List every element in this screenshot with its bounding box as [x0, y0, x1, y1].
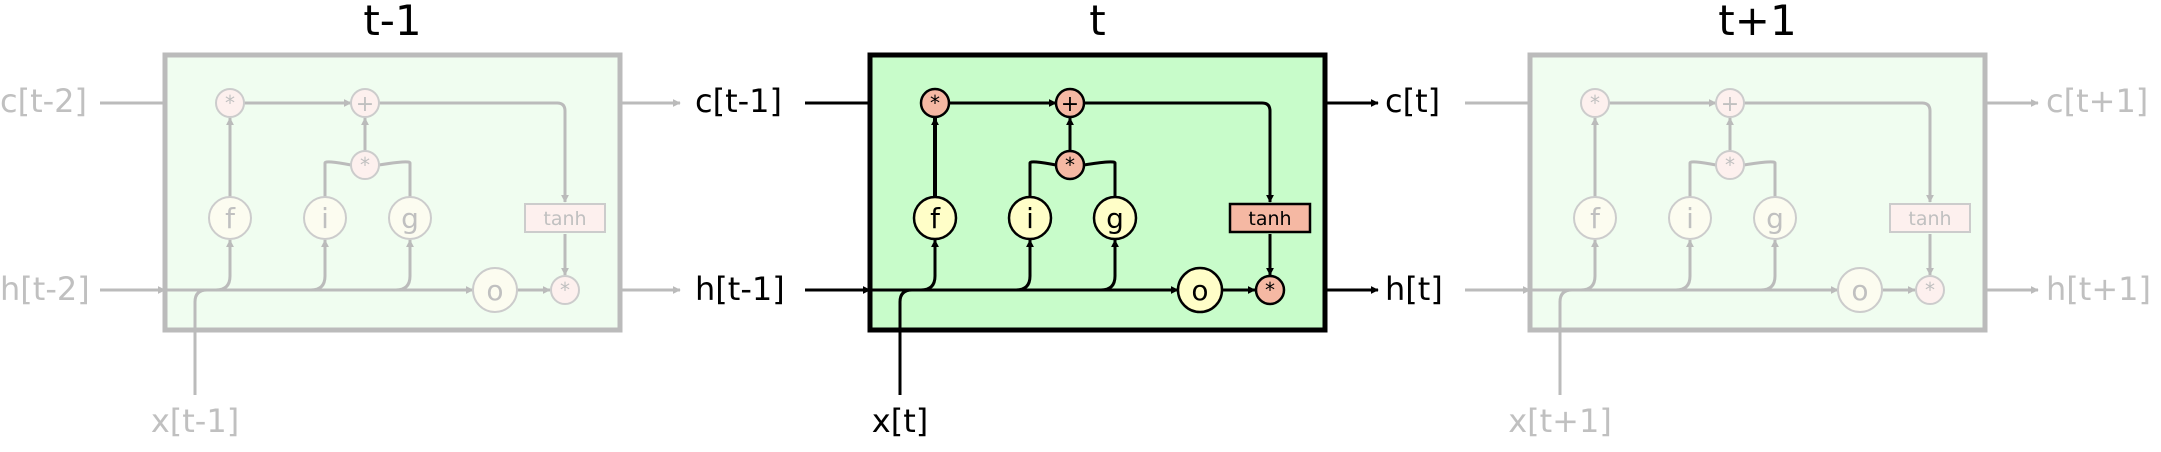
h-input-label-1: h[t-1]	[695, 270, 785, 308]
hidden-mul-op	[1254, 274, 1286, 306]
output-gate-label: o	[486, 274, 503, 307]
tanh-box	[1889, 203, 1971, 233]
cell-title: t	[1089, 0, 1105, 45]
h-branch-line-1	[1675, 239, 1694, 292]
cell-add-op-label: +	[1061, 92, 1079, 117]
c-output-label-1: c[t]	[1385, 82, 1440, 120]
output-gate-label: o	[1191, 274, 1208, 307]
forget-gate	[208, 196, 252, 240]
tanh-box	[524, 203, 606, 233]
input-gate-label: i	[1026, 202, 1034, 235]
hidden-mul-op-label: *	[560, 278, 570, 302]
x-input-label: x[t]	[872, 402, 928, 440]
h-branch-line-1	[1015, 239, 1034, 292]
cell-add-op-label: +	[356, 92, 374, 117]
forget-mul-op-label: *	[1590, 91, 1600, 115]
output-gate-label: o	[1851, 274, 1868, 307]
input-mul-op	[1715, 150, 1745, 180]
input-to-mul-line	[323, 160, 352, 198]
forget-mul-op-label: *	[930, 91, 940, 115]
cell-add-op	[1054, 87, 1086, 119]
candidate-gate	[1092, 195, 1138, 241]
input-mul-op-label: *	[360, 153, 370, 177]
c-to-tanh-line	[1084, 101, 1274, 203]
c-input-label-1: c[t-1]	[695, 82, 782, 120]
forget-mul-op	[1580, 88, 1610, 118]
tanh-label: tanh	[1248, 208, 1291, 230]
h-output-label-1: h[t]	[1385, 270, 1443, 308]
h-output-label-2: h[t+1]	[2046, 270, 2151, 308]
forget-mul-op-label: *	[225, 91, 235, 115]
candidate-to-mul-line	[1743, 160, 1777, 198]
hidden-mul-op-label: *	[1265, 278, 1275, 302]
candidate-gate	[388, 196, 432, 240]
h-input-label-0: h[t-2]	[0, 270, 90, 308]
h-branch-line-2	[1100, 239, 1119, 292]
candidate-gate-label: g	[1766, 202, 1784, 235]
candidate-gate-label: g	[401, 202, 419, 235]
h-branch-line-0	[215, 239, 234, 292]
h-branch-line-0	[1580, 239, 1599, 292]
output-gate	[1837, 267, 1883, 313]
h-branch-line-0	[920, 239, 939, 292]
forget-gate	[1573, 196, 1617, 240]
x-input-line	[193, 288, 208, 395]
forget-gate-label: f	[225, 202, 236, 235]
cell-add-op	[1715, 88, 1745, 118]
tanh-label: tanh	[543, 208, 586, 230]
input-mul-op	[1054, 149, 1086, 181]
candidate-gate-label: g	[1106, 202, 1124, 235]
h-branch-line-2	[1760, 239, 1779, 292]
c-to-tanh-line	[1744, 101, 1934, 203]
tanh-label: tanh	[1908, 208, 1951, 230]
forget-mul-op	[215, 88, 245, 118]
input-mul-op-label: *	[1725, 153, 1735, 177]
c-to-tanh-line	[379, 101, 569, 203]
h-branch-line-2	[395, 239, 414, 292]
input-to-mul-line	[1028, 160, 1057, 198]
candidate-gate	[1753, 196, 1797, 240]
lstm-cell-1: t * + * * f i g o tanh x[t]	[867, 0, 1328, 440]
forget-gate-label: f	[1590, 202, 1601, 235]
input-gate	[1007, 195, 1053, 241]
c-output-label-2: c[t+1]	[2046, 82, 2148, 120]
input-gate-label: i	[321, 202, 329, 235]
output-gate	[472, 267, 518, 313]
input-gate-label: i	[1686, 202, 1694, 235]
h-branch-line-1	[310, 239, 329, 292]
forget-mul-op	[919, 87, 951, 119]
input-to-mul-line	[1688, 160, 1717, 198]
forget-gate	[912, 195, 958, 241]
input-mul-op	[350, 150, 380, 180]
input-gate	[303, 196, 347, 240]
output-gate	[1176, 266, 1224, 314]
x-input-label: x[t+1]	[1508, 402, 1612, 440]
candidate-to-mul-line	[378, 160, 412, 198]
c-input-label-0: c[t-2]	[0, 82, 87, 120]
x-input-line	[1558, 288, 1573, 395]
candidate-to-mul-line	[1083, 160, 1117, 198]
hidden-mul-op	[550, 275, 580, 305]
hidden-mul-op-label: *	[1925, 278, 1935, 302]
hidden-mul-op	[1915, 275, 1945, 305]
cell-title: t-1	[363, 0, 421, 45]
input-mul-op-label: *	[1065, 153, 1075, 177]
x-input-line	[898, 288, 913, 395]
cell-title: t+1	[1718, 0, 1796, 45]
forget-gate-label: f	[930, 202, 941, 235]
x-input-label: x[t-1]	[151, 402, 239, 440]
lstm-cell-0: t-1 * + * * f i g o tanh x[t-1]	[151, 0, 623, 440]
lstm-cell-2: t+1 * + * * f i g o tanh x[t+1]	[1508, 0, 1988, 440]
tanh-box	[1228, 202, 1312, 234]
cell-add-op-label: +	[1721, 92, 1739, 117]
input-gate	[1668, 196, 1712, 240]
cell-add-op	[350, 88, 380, 118]
